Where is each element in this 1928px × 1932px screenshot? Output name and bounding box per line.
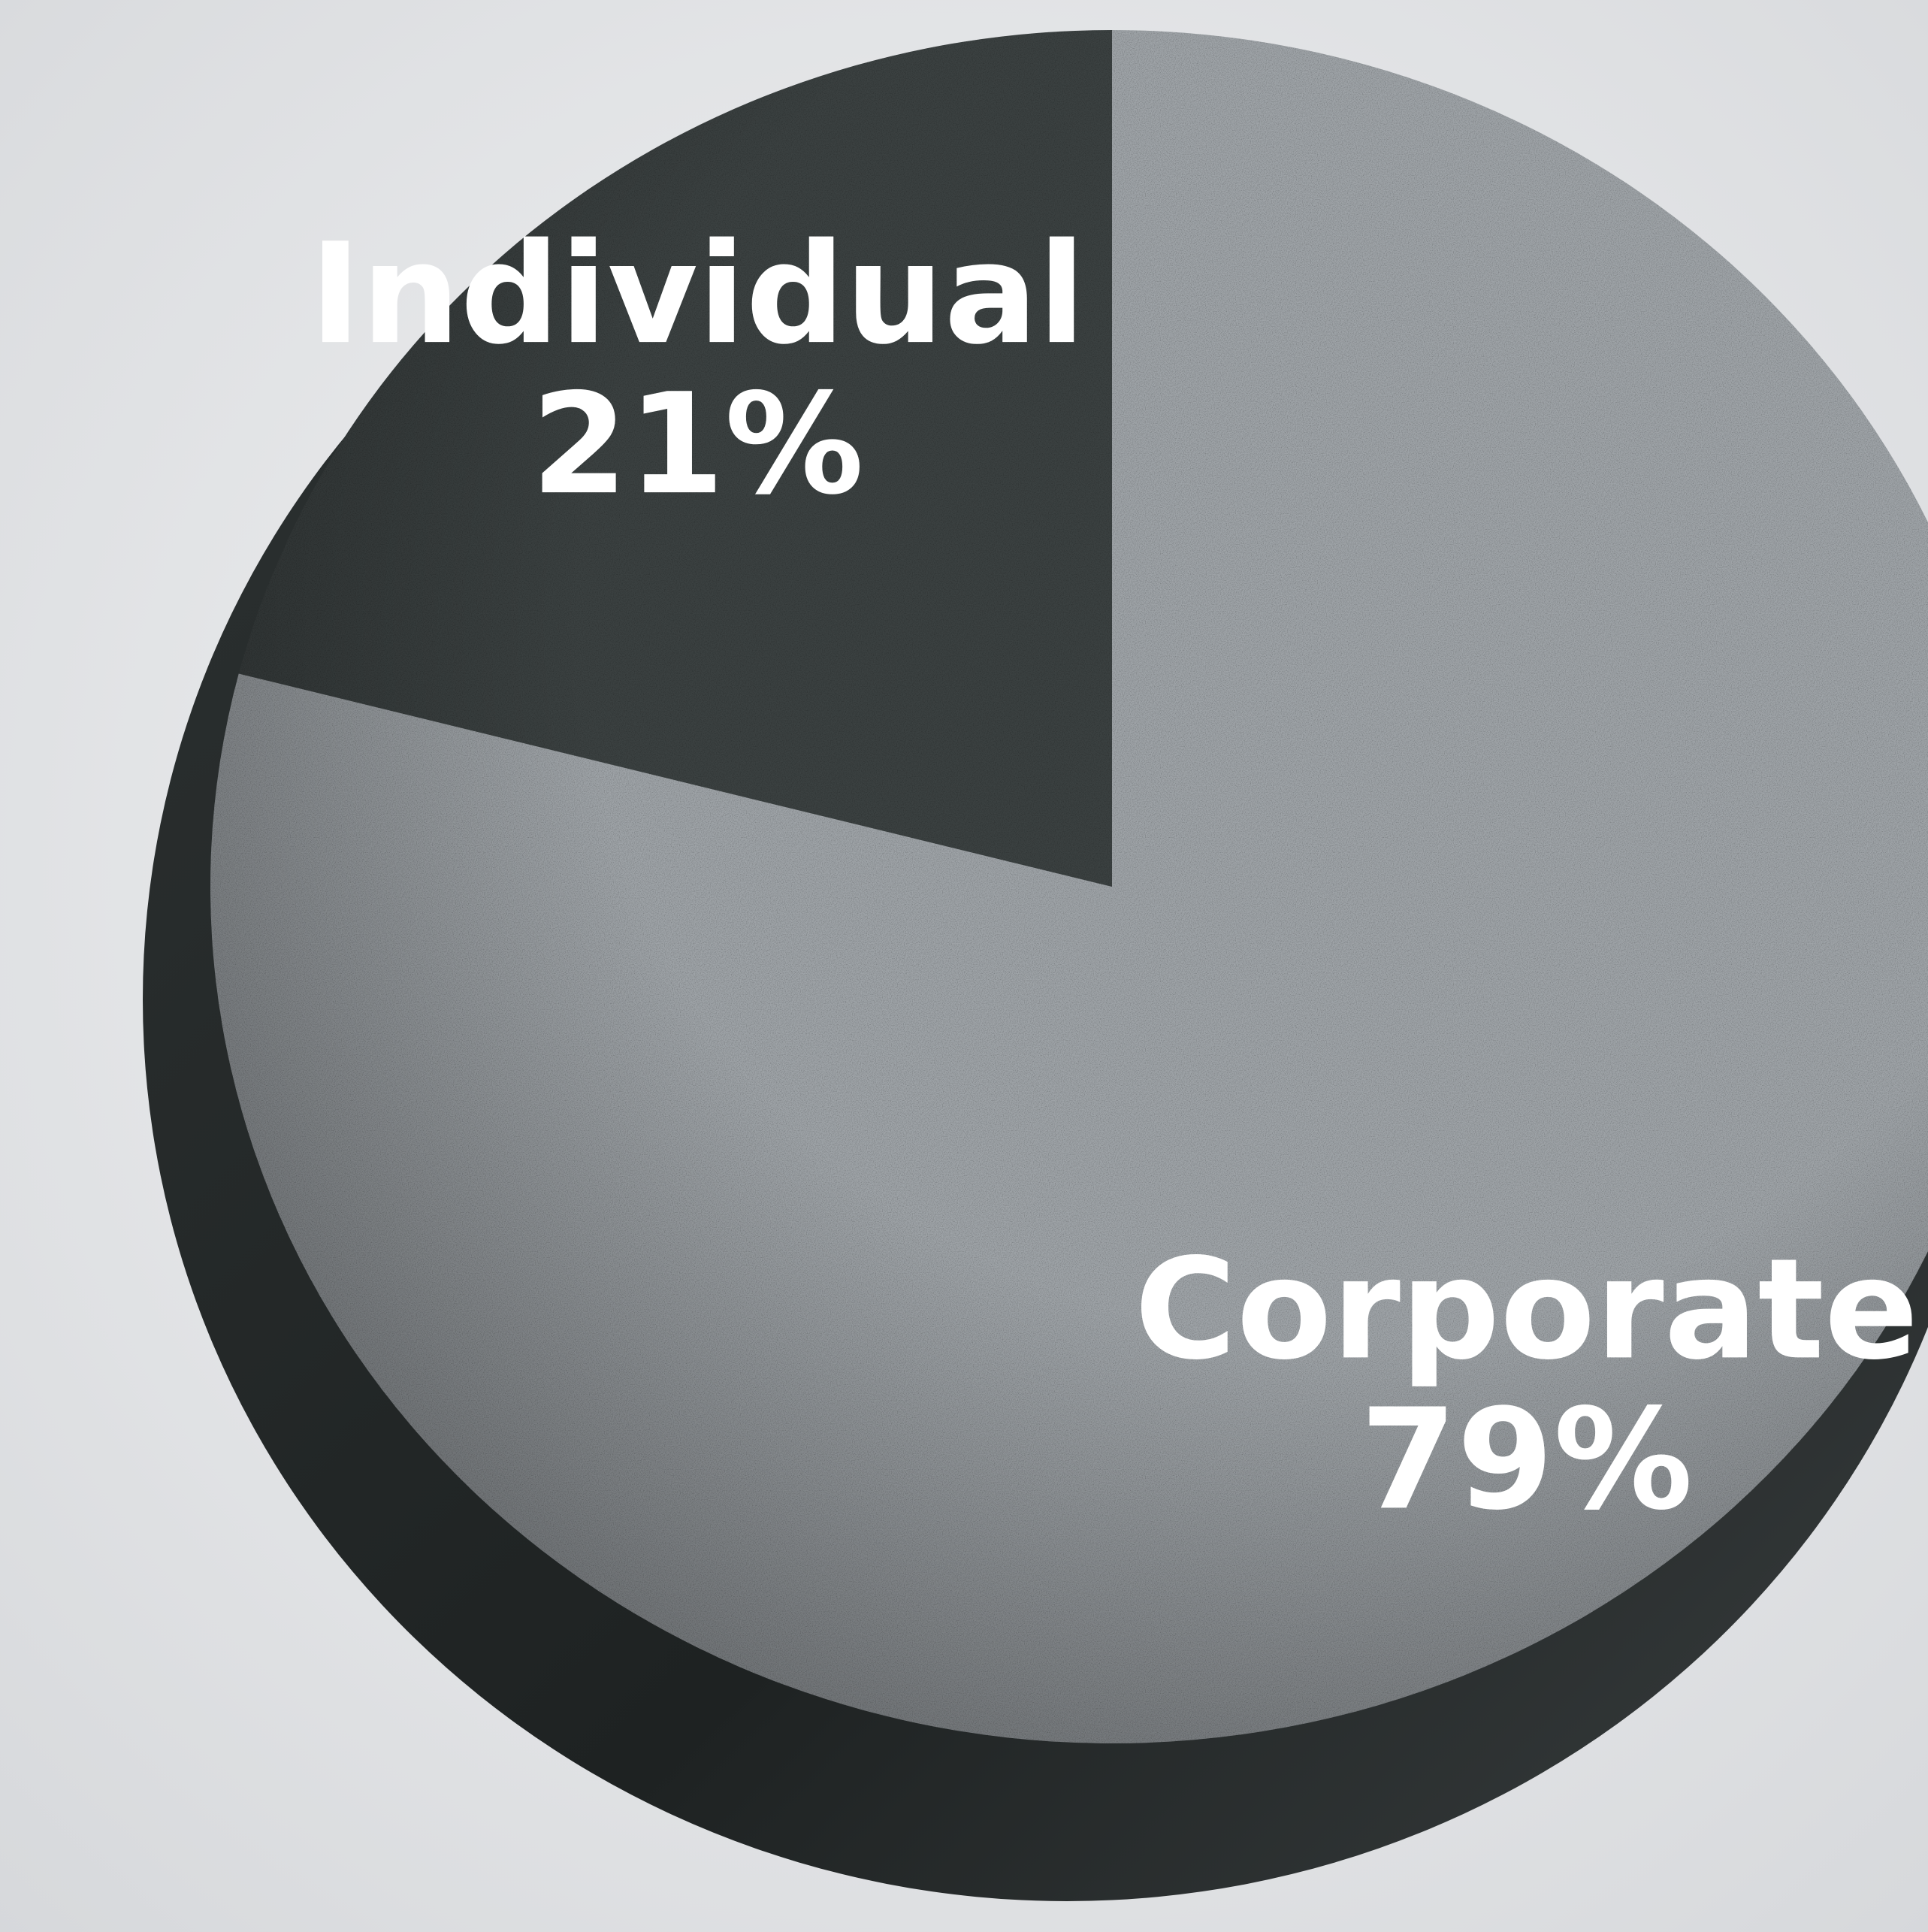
slice-category-label: Individual: [310, 213, 1086, 375]
slice-value-label: 21%: [531, 363, 864, 525]
slice-value-label: 79%: [1360, 1378, 1693, 1540]
slice-category-label: Corporate: [1135, 1228, 1919, 1390]
chart: Individual21% Corporate79%: [0, 0, 1928, 1932]
page: {"chart_data": {"type": "pie", "categori…: [0, 0, 1928, 1932]
